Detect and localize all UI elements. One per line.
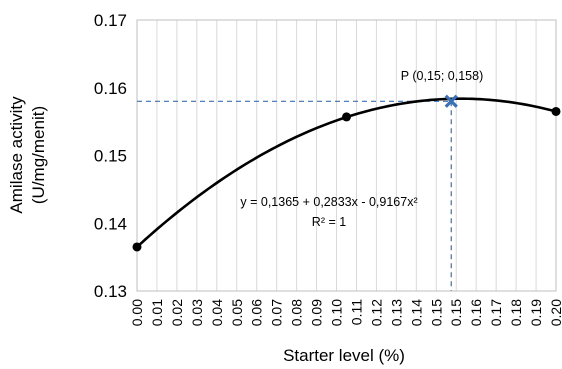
y-tick-label: 0.16: [94, 79, 127, 98]
tick-labels-layer: 0.00 0.01 0.02 0.03 0.04 0.05 0.06 0.07 0.08 0.09…: [94, 11, 562, 326]
x-tick-label: 0.15: [448, 299, 464, 326]
optimum-label: P (0,15; 0,158): [401, 69, 483, 83]
x-tick-label: 0.04: [209, 299, 225, 326]
data-points-layer: [132, 94, 561, 252]
data-point: [551, 106, 561, 116]
y-tick-label: 0.13: [94, 282, 127, 301]
x-tick-label: 0.08: [289, 299, 305, 326]
x-tick-label: 0.17: [488, 299, 504, 326]
x-tick-label: 0.10: [329, 299, 345, 326]
grid-layer: [136, 19, 557, 292]
y-tick-label: 0.17: [94, 11, 127, 30]
y-axis-title-line-1: Amilase activity: [7, 96, 26, 214]
x-tick-label: 0.03: [189, 299, 205, 326]
plot-area-border: [136, 19, 557, 292]
trendline-r-squared: R² = 1: [312, 215, 346, 229]
y-tick-label: 0.14: [94, 214, 127, 233]
y-axis-title-line-2: (U/mg/menit): [29, 106, 48, 204]
x-tick-label: 0.05: [229, 299, 245, 326]
x-tick-label: 0.06: [249, 299, 265, 326]
x-tick-label: 0.16: [468, 299, 484, 326]
x-tick-label: 0.02: [169, 299, 185, 326]
reference-lines: [137, 100, 452, 291]
x-axis-title: Starter level (%): [283, 346, 405, 365]
trendline-equation: y = 0,1365 + 0,2833x - 0,9167x²: [240, 195, 417, 209]
x-tick-label: 0.09: [309, 299, 325, 326]
x-tick-label: 0.07: [269, 299, 285, 326]
x-tick-label: 0.01: [149, 299, 165, 326]
x-tick-label: 0.11: [348, 299, 364, 325]
x-tick-label: 0.15: [428, 299, 444, 326]
optimum-x-marker: [444, 94, 458, 108]
x-tick-label: 0.20: [548, 299, 562, 326]
data-point: [132, 242, 142, 252]
y-tick-label: 0.15: [94, 147, 127, 166]
x-tick-label: 0.13: [388, 299, 404, 326]
data-point: [342, 112, 351, 122]
x-tick-label: 0.00: [129, 299, 145, 326]
x-tick-label: 0.12: [368, 299, 384, 326]
x-tick-label: 0.14: [408, 299, 424, 326]
x-tick-label: 0.19: [528, 299, 544, 326]
x-tick-label: 0.18: [508, 299, 524, 326]
